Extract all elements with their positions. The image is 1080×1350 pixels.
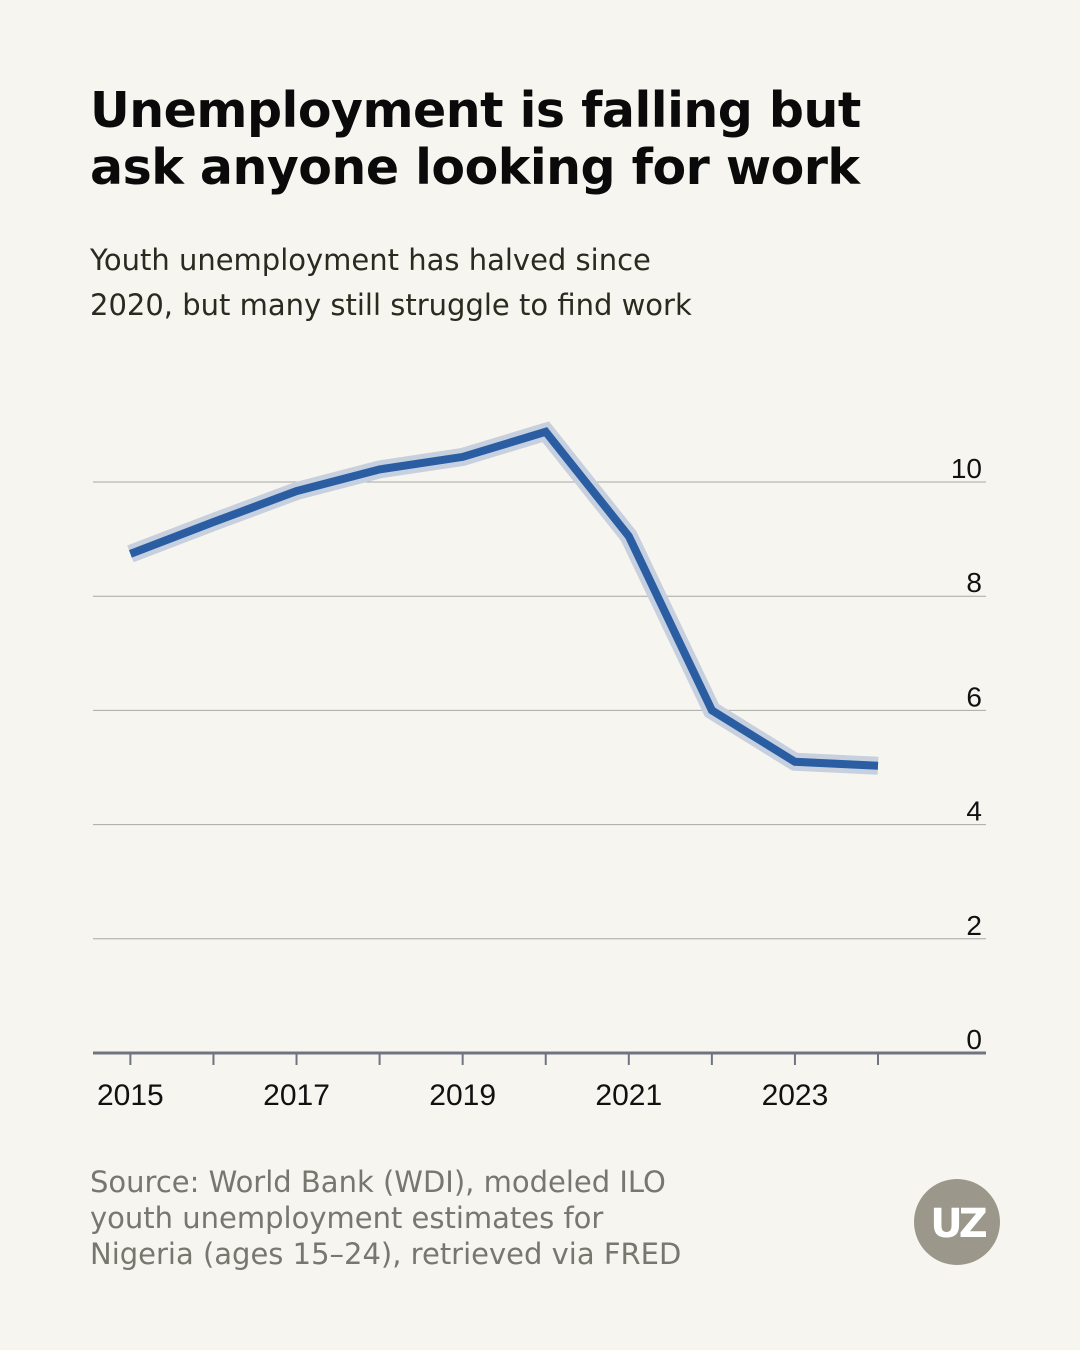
chart-title-line-2: ask anyone looking for work bbox=[90, 139, 860, 196]
y-tick-label-0: 0 bbox=[966, 1024, 982, 1055]
source-line-3: Nigeria (ages 15–24), retrieved via FRED bbox=[90, 1237, 682, 1271]
source-line-1: Source: World Bank (WDI), modeled ILO bbox=[90, 1165, 666, 1199]
chart-title-line-1: Unemployment is falling but bbox=[90, 82, 861, 139]
y-tick-label-6: 6 bbox=[966, 681, 982, 712]
chart-subtitle-line-2: 2020, but many still struggle to find wo… bbox=[90, 288, 692, 322]
y-tick-label-10: 10 bbox=[951, 453, 982, 484]
line-chart: 0 2 4 6 8 10 2015 2017 2019 2021 2023 bbox=[93, 421, 986, 1112]
uz-logo: UZ bbox=[914, 1179, 1000, 1265]
x-tick-label-2017: 2017 bbox=[263, 1079, 330, 1112]
uz-logo-mark: UZ bbox=[930, 1201, 990, 1247]
y-tick-label-2: 2 bbox=[966, 910, 982, 941]
x-tick-label-2021: 2021 bbox=[595, 1079, 662, 1112]
uz-logo-text: UZ bbox=[930, 1201, 986, 1247]
series-line bbox=[128, 427, 879, 770]
chart-subtitle: Youth unemployment has halved since 2020… bbox=[90, 238, 990, 328]
y-tick-label-4: 4 bbox=[966, 796, 982, 827]
x-tick-label-2023: 2023 bbox=[762, 1079, 829, 1112]
source-note: Source: World Bank (WDI), modeled ILO yo… bbox=[90, 1164, 850, 1272]
x-tick-label-2015: 2015 bbox=[97, 1079, 164, 1112]
x-tick-label-2019: 2019 bbox=[429, 1079, 496, 1112]
chart-title: Unemployment is falling but ask anyone l… bbox=[90, 82, 990, 196]
chart-subtitle-line-1: Youth unemployment has halved since bbox=[90, 243, 651, 277]
y-tick-label-8: 8 bbox=[966, 567, 982, 598]
source-line-2: youth unemployment estimates for bbox=[90, 1201, 604, 1235]
